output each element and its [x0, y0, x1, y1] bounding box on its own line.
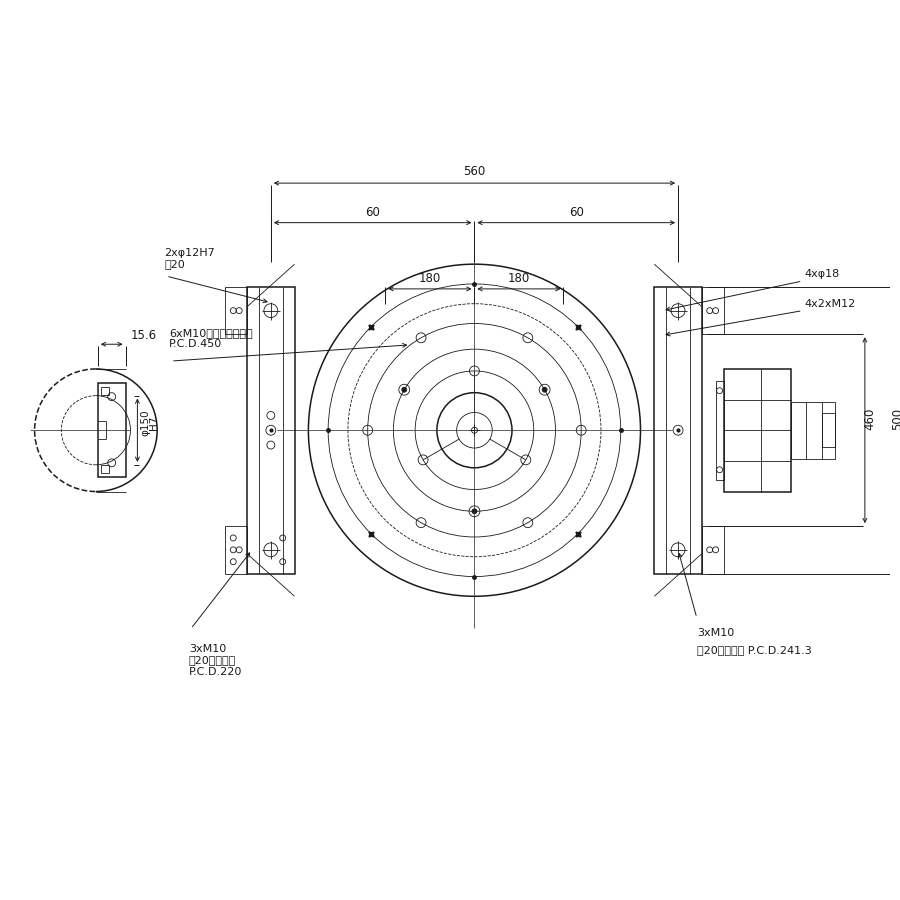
Bar	[225, 526, 248, 573]
Circle shape	[401, 387, 407, 392]
Bar	[101, 464, 109, 473]
Text: 15.6: 15.6	[130, 329, 157, 342]
Text: 180: 180	[508, 272, 530, 285]
Text: 3xM10: 3xM10	[697, 628, 734, 638]
Text: φ150: φ150	[140, 409, 150, 436]
Bar	[98, 382, 125, 477]
Circle shape	[542, 387, 547, 392]
Text: 深20（等配） P.C.D.241.3: 深20（等配） P.C.D.241.3	[697, 644, 812, 654]
Text: H7: H7	[149, 415, 159, 429]
Text: 60: 60	[569, 206, 584, 219]
Bar	[702, 526, 724, 573]
Text: 2xφ12H7
深20: 2xφ12H7 深20	[164, 248, 215, 269]
Bar	[822, 413, 835, 447]
Bar	[225, 287, 248, 335]
Bar	[716, 381, 724, 480]
Bar	[702, 287, 724, 335]
Text: 4xφ18: 4xφ18	[805, 269, 840, 279]
Bar	[724, 369, 791, 491]
Circle shape	[472, 508, 477, 514]
Bar	[654, 287, 702, 573]
Text: 4x2xM12: 4x2xM12	[805, 299, 856, 309]
Text: 6xM10（等配、貫通）
P.C.D.450: 6xM10（等配、貫通） P.C.D.450	[169, 328, 253, 349]
Text: 60: 60	[365, 206, 380, 219]
Text: 500: 500	[891, 408, 900, 430]
Text: 180: 180	[418, 272, 441, 285]
Bar	[101, 387, 109, 394]
Text: 3xM10
深20（等配）
P.C.D.220: 3xM10 深20（等配） P.C.D.220	[189, 644, 242, 677]
Text: 560: 560	[464, 166, 486, 178]
Text: 460: 460	[863, 408, 877, 430]
Bar	[791, 401, 835, 459]
Bar	[248, 287, 294, 573]
